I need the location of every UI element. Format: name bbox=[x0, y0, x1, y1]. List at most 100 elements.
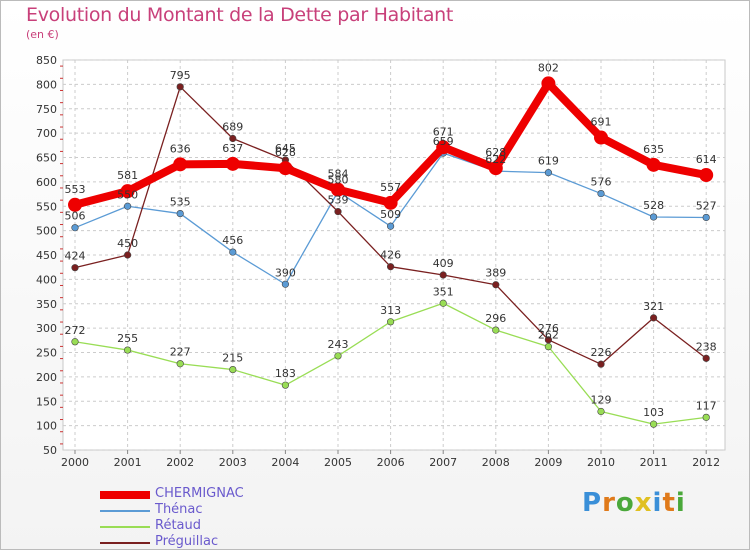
data-point bbox=[71, 264, 79, 272]
data-label: 506 bbox=[65, 210, 86, 223]
logo-letter: t bbox=[662, 488, 676, 518]
legend-label: Préguillac bbox=[155, 534, 219, 549]
data-point bbox=[225, 156, 240, 171]
y-tick-label: 50 bbox=[43, 444, 57, 457]
data-label: 795 bbox=[170, 69, 191, 82]
chart-subtitle: (en €) bbox=[26, 28, 59, 41]
data-point bbox=[594, 130, 608, 145]
legend-label: Rétaud bbox=[155, 518, 202, 533]
data-point bbox=[71, 338, 79, 346]
data-label: 255 bbox=[117, 332, 138, 345]
legend-swatch bbox=[100, 526, 150, 528]
data-label: 456 bbox=[222, 234, 243, 247]
x-tick-label: 2012 bbox=[692, 456, 720, 469]
data-point bbox=[699, 168, 714, 183]
data-label: 296 bbox=[485, 312, 506, 325]
data-label: 215 bbox=[222, 352, 243, 365]
data-point bbox=[597, 407, 605, 416]
data-label: 527 bbox=[696, 199, 717, 212]
x-tick-label: 2008 bbox=[482, 456, 510, 469]
y-tick-label: 600 bbox=[36, 176, 57, 189]
data-label: 535 bbox=[170, 196, 191, 209]
data-label: 129 bbox=[591, 393, 612, 406]
data-point bbox=[544, 343, 553, 351]
data-label: 553 bbox=[65, 183, 86, 196]
data-label: 409 bbox=[433, 257, 454, 270]
data-label: 581 bbox=[117, 169, 138, 182]
x-tick-label: 2000 bbox=[61, 456, 89, 469]
data-label: 351 bbox=[433, 285, 454, 298]
y-tick-label: 100 bbox=[36, 420, 57, 433]
legend-swatch bbox=[100, 491, 150, 499]
legend-label: Thénac bbox=[155, 502, 203, 517]
data-label: 238 bbox=[696, 340, 717, 353]
x-tick-label: 2010 bbox=[587, 456, 615, 469]
data-label: 226 bbox=[591, 346, 612, 359]
data-label: 103 bbox=[643, 406, 664, 419]
data-label: 802 bbox=[538, 61, 559, 74]
x-tick-label: 2001 bbox=[114, 456, 142, 469]
data-point bbox=[123, 346, 132, 354]
data-label: 637 bbox=[222, 142, 243, 155]
data-point bbox=[492, 281, 500, 289]
y-tick-label: 850 bbox=[36, 54, 57, 67]
x-tick-label: 2009 bbox=[534, 456, 562, 469]
data-label: 426 bbox=[380, 249, 401, 262]
data-label: 243 bbox=[328, 338, 349, 351]
x-tick-label: 2007 bbox=[429, 456, 457, 469]
data-point bbox=[123, 251, 132, 259]
legend-swatch bbox=[100, 510, 150, 512]
data-label: 550 bbox=[117, 188, 138, 201]
logo-letter: i bbox=[652, 488, 663, 518]
legend-label: CHERMIGNAC bbox=[155, 486, 244, 501]
data-label: 691 bbox=[591, 116, 612, 129]
data-point bbox=[173, 157, 188, 172]
y-tick-label: 700 bbox=[36, 127, 57, 140]
data-point bbox=[120, 184, 135, 199]
x-tick-label: 2002 bbox=[166, 456, 194, 469]
data-point bbox=[71, 224, 79, 232]
logo-letter: x bbox=[634, 488, 653, 518]
data-point bbox=[649, 420, 658, 428]
data-label: 645 bbox=[275, 142, 296, 155]
data-label: 321 bbox=[643, 300, 664, 313]
data-label: 671 bbox=[433, 125, 454, 138]
data-point bbox=[281, 381, 290, 389]
data-label: 584 bbox=[328, 168, 349, 181]
data-label: 227 bbox=[170, 346, 191, 359]
x-tick-label: 2003 bbox=[219, 456, 247, 469]
y-tick-label: 750 bbox=[36, 103, 57, 116]
data-label: 619 bbox=[538, 155, 559, 168]
data-label: 509 bbox=[380, 208, 401, 221]
data-point bbox=[176, 83, 184, 91]
y-tick-label: 250 bbox=[36, 347, 57, 360]
data-point bbox=[492, 326, 500, 334]
data-label: 576 bbox=[591, 176, 612, 189]
legend-swatch bbox=[100, 542, 150, 544]
data-label: 635 bbox=[643, 143, 664, 156]
data-point bbox=[649, 213, 658, 221]
data-point bbox=[436, 140, 451, 155]
data-point bbox=[702, 413, 710, 421]
data-label: 614 bbox=[696, 153, 717, 166]
logo-letter: o bbox=[615, 488, 635, 518]
x-tick-label: 2004 bbox=[271, 456, 299, 469]
data-label: 628 bbox=[485, 146, 506, 159]
data-label: 389 bbox=[485, 267, 506, 280]
data-point bbox=[597, 360, 605, 368]
x-tick-label: 2006 bbox=[377, 456, 405, 469]
data-point bbox=[387, 318, 395, 326]
data-point bbox=[488, 161, 503, 176]
data-label: 450 bbox=[117, 237, 138, 250]
data-point bbox=[649, 314, 658, 322]
data-label: 262 bbox=[538, 329, 559, 342]
data-label: 313 bbox=[380, 304, 401, 317]
data-point bbox=[278, 161, 293, 176]
data-label: 557 bbox=[380, 181, 401, 194]
logo-letter: i bbox=[675, 488, 686, 518]
data-point bbox=[281, 280, 290, 288]
data-point bbox=[229, 134, 237, 143]
data-point bbox=[439, 299, 447, 307]
data-point bbox=[702, 354, 710, 362]
